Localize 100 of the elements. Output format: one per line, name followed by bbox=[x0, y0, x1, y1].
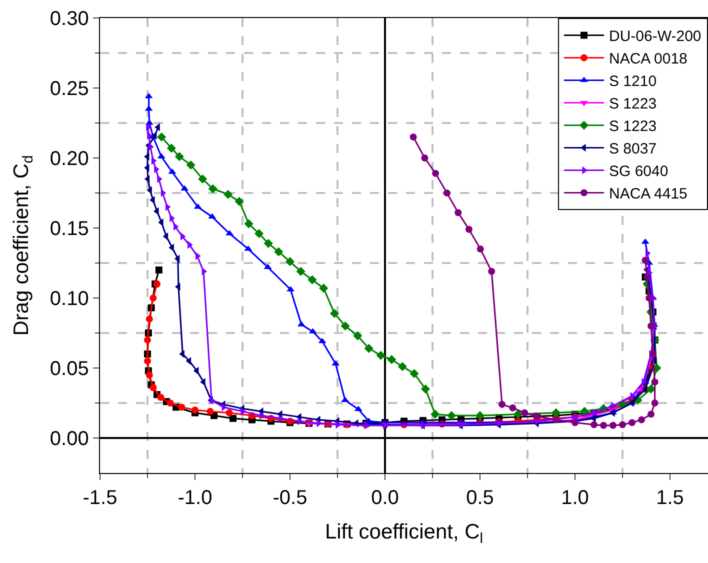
point bbox=[186, 160, 196, 170]
point bbox=[157, 394, 164, 401]
point bbox=[174, 254, 180, 263]
point bbox=[208, 213, 216, 219]
point bbox=[354, 406, 362, 412]
point bbox=[146, 372, 153, 378]
point bbox=[648, 322, 654, 330]
point bbox=[208, 184, 218, 194]
point bbox=[610, 422, 616, 429]
point bbox=[475, 411, 485, 420]
point bbox=[166, 400, 174, 406]
point bbox=[319, 284, 328, 293]
point bbox=[264, 238, 273, 248]
point bbox=[206, 408, 214, 415]
point bbox=[174, 152, 184, 162]
x-tick-label: -1.0 bbox=[178, 487, 212, 510]
point bbox=[155, 266, 162, 274]
y-tick-label: 0.00 bbox=[50, 428, 89, 450]
point bbox=[600, 422, 607, 429]
point bbox=[162, 232, 168, 240]
point bbox=[244, 219, 254, 228]
point bbox=[178, 404, 186, 411]
point bbox=[509, 404, 516, 412]
point bbox=[332, 360, 340, 366]
point bbox=[387, 355, 396, 364]
point bbox=[410, 134, 417, 140]
legend-label: S 1223 bbox=[609, 96, 657, 113]
point bbox=[364, 344, 374, 353]
y-tick-label: 0.15 bbox=[50, 218, 89, 240]
y-tick-label: 0.05 bbox=[50, 358, 89, 380]
point bbox=[430, 410, 440, 419]
x-tick-label: 1.5 bbox=[656, 487, 684, 510]
point bbox=[144, 336, 151, 344]
point bbox=[580, 406, 590, 416]
point bbox=[521, 409, 528, 416]
point bbox=[330, 308, 340, 318]
point bbox=[166, 144, 176, 153]
point bbox=[488, 268, 496, 275]
point bbox=[353, 331, 362, 340]
x-tick-label: 0.5 bbox=[466, 487, 494, 510]
point bbox=[443, 190, 450, 196]
point bbox=[193, 366, 199, 375]
legend-label: S 1223 bbox=[609, 118, 657, 136]
y-tick-label: 0.25 bbox=[50, 78, 89, 100]
point bbox=[420, 384, 430, 394]
point bbox=[202, 267, 208, 276]
point bbox=[230, 414, 236, 422]
point bbox=[465, 226, 472, 233]
point bbox=[398, 362, 408, 372]
x-axis-title: Lift coefficient, C$_{l}$ bbox=[324, 520, 484, 547]
point bbox=[151, 156, 157, 165]
point bbox=[446, 411, 456, 420]
x-tick-label: 0.0 bbox=[371, 487, 399, 510]
point bbox=[180, 185, 189, 191]
legend-label: DU-06-W-200 bbox=[609, 28, 702, 46]
point bbox=[498, 400, 506, 408]
point bbox=[651, 400, 658, 406]
point bbox=[146, 316, 153, 322]
x-tick-label: 1.0 bbox=[561, 487, 589, 510]
point bbox=[144, 358, 151, 364]
point bbox=[648, 410, 654, 418]
legend-label: S 8037 bbox=[609, 140, 657, 158]
y-tick-label: 0.30 bbox=[50, 8, 89, 30]
point bbox=[376, 350, 386, 360]
legend-label: NACA 4415 bbox=[609, 186, 688, 203]
point bbox=[619, 421, 626, 428]
point bbox=[224, 190, 233, 199]
point bbox=[638, 416, 645, 424]
point bbox=[254, 229, 264, 238]
point bbox=[454, 209, 462, 216]
x-tick-label: -0.5 bbox=[272, 487, 308, 510]
point bbox=[551, 408, 561, 418]
point bbox=[340, 321, 350, 331]
point bbox=[590, 421, 598, 428]
point bbox=[318, 338, 326, 344]
point bbox=[645, 249, 651, 258]
point bbox=[150, 294, 157, 302]
legend-label: NACA 0018 bbox=[609, 50, 688, 68]
point bbox=[410, 369, 419, 378]
point bbox=[285, 257, 295, 266]
point bbox=[226, 409, 233, 416]
point bbox=[628, 419, 636, 426]
point bbox=[651, 378, 658, 386]
point bbox=[642, 256, 649, 264]
legend-label: SG 6040 bbox=[609, 163, 668, 180]
point bbox=[234, 196, 244, 206]
point bbox=[432, 170, 440, 177]
point bbox=[308, 275, 317, 284]
legend-label: S 1210 bbox=[609, 73, 657, 90]
x-tick-label: -1.5 bbox=[82, 487, 118, 510]
point bbox=[476, 246, 484, 252]
point bbox=[174, 282, 180, 291]
point bbox=[192, 406, 198, 414]
point bbox=[150, 384, 157, 392]
point bbox=[513, 410, 523, 419]
point bbox=[198, 174, 208, 184]
point bbox=[210, 396, 216, 404]
point bbox=[157, 132, 166, 142]
y-tick-label: 0.20 bbox=[50, 148, 89, 170]
point bbox=[421, 154, 428, 162]
